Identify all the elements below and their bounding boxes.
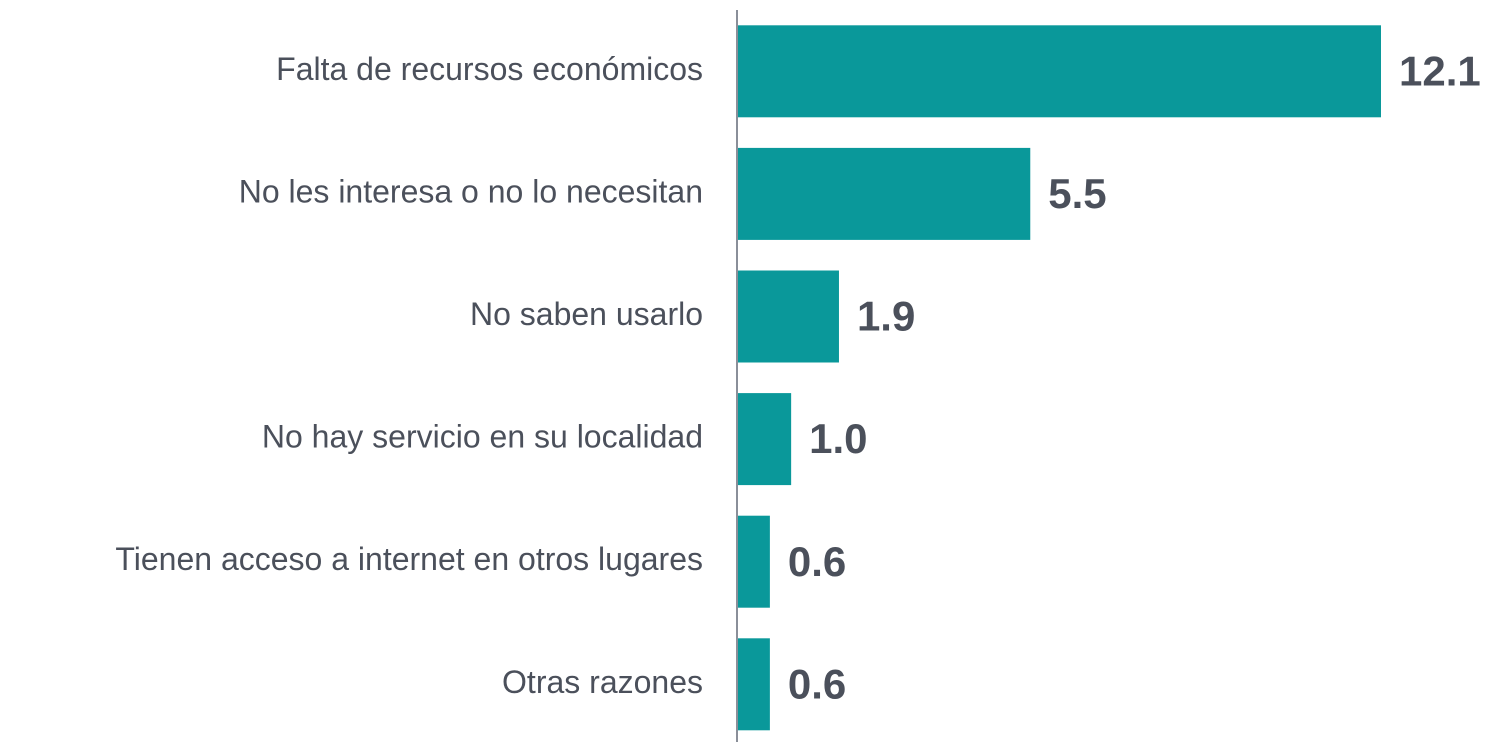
bar: [738, 638, 770, 731]
category-label: No les interesa o no lo necesitan: [239, 173, 703, 209]
value-label: 1.9: [857, 293, 915, 340]
value-label: 12.1: [1399, 47, 1481, 94]
category-label: Tienen acceso a internet en otros lugare…: [115, 541, 703, 577]
value-label: 0.6: [788, 660, 846, 707]
category-label: No hay servicio en su localidad: [262, 419, 703, 455]
value-label: 5.5: [1048, 170, 1106, 217]
bar: [738, 393, 792, 486]
category-label: Otras razones: [502, 664, 703, 700]
category-label: Falta de recursos económicos: [276, 51, 703, 87]
bar: [738, 25, 1381, 118]
value-label: 1.0: [809, 415, 867, 462]
bar: [738, 147, 1031, 240]
value-label: 0.6: [788, 538, 846, 585]
bar: [738, 270, 839, 363]
category-label: No saben usarlo: [470, 296, 703, 332]
bar: [738, 515, 770, 608]
